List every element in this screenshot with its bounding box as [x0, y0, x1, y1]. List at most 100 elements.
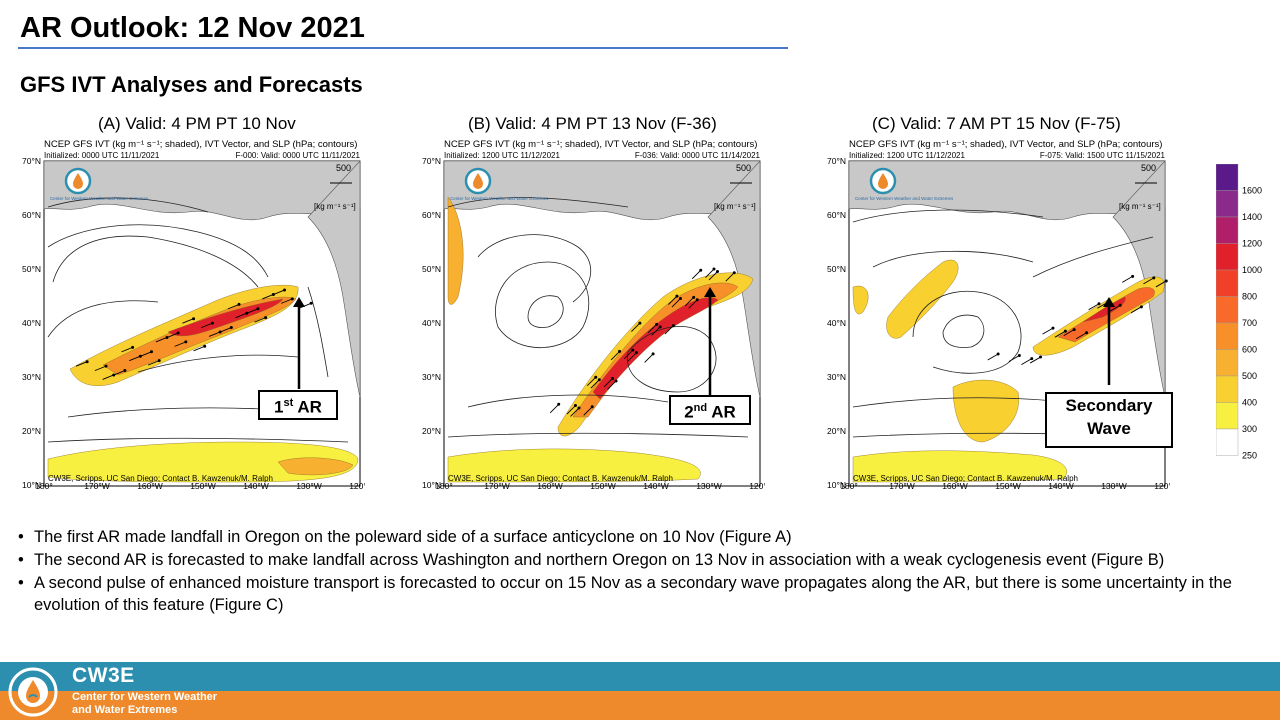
ivt-vector	[1088, 303, 1100, 311]
lon-label: 150°W	[190, 481, 216, 491]
lat-label: 60°N	[827, 210, 846, 220]
lon-label: 130°W	[1101, 481, 1127, 491]
ivt-vector-head	[692, 295, 696, 299]
north-america-landmass	[307, 160, 361, 398]
ivt-vector	[644, 353, 654, 363]
ivt-vector-head	[1164, 279, 1168, 283]
ivt-vector	[631, 322, 641, 332]
summary-bullets: The first AR made landfall in Oregon on …	[18, 526, 1268, 617]
lat-label: 50°N	[22, 264, 41, 274]
map-logo-text: Center for Western Weather and Water Ext…	[855, 196, 954, 201]
ivt-plume	[47, 441, 359, 483]
panel-init-time: Initialized: 1200 UTC 11/12/2021	[444, 151, 560, 160]
ivt-vector	[590, 379, 600, 389]
bullet-item: The second AR is forecasted to make land…	[18, 549, 1268, 571]
slp-contour	[872, 250, 1034, 268]
ivt-vector	[684, 296, 695, 307]
ivt-vector-head	[210, 321, 214, 325]
ivt-vector-head	[131, 345, 135, 349]
ivt-vector-head	[1085, 331, 1089, 335]
slp-contour	[137, 354, 299, 373]
slp-contour	[1032, 236, 1154, 278]
lat-label: 70°N	[422, 156, 441, 166]
ivt-plume	[277, 457, 354, 476]
ivt-vector	[1063, 329, 1075, 337]
ivt-vector	[691, 269, 702, 280]
ivt-vector	[1143, 277, 1155, 285]
ivt-vector-head	[618, 349, 622, 353]
ivt-vector-head	[309, 301, 313, 305]
ivt-vector	[1109, 304, 1121, 312]
colorbar-swatch	[1215, 216, 1239, 244]
lon-label: 130°W	[296, 481, 322, 491]
north-america-landmass	[707, 160, 761, 398]
ivt-vector	[610, 351, 620, 361]
ivt-vector	[1155, 280, 1167, 288]
ivt-vector-head	[1131, 274, 1135, 278]
ivt-vector	[193, 345, 205, 352]
colorbar-label: 700	[1242, 318, 1257, 328]
lon-label: 160°W	[137, 481, 163, 491]
ivt-vector-head	[245, 311, 249, 315]
slp-contour	[626, 325, 717, 393]
ivt-plume	[592, 297, 719, 400]
ivt-vector	[1122, 275, 1133, 283]
ivt-vector	[299, 302, 312, 309]
ivt-vector-head	[577, 406, 581, 410]
colorbar-label: 1400	[1242, 212, 1262, 222]
slp-contour	[52, 235, 259, 288]
ivt-vector-head	[638, 321, 642, 325]
slp-contour	[942, 314, 985, 348]
ivt-vector-head	[671, 324, 675, 328]
ivt-vector-head	[149, 350, 153, 354]
ivt-vector-head	[123, 369, 127, 373]
lat-label: 30°N	[827, 372, 846, 382]
panel-valid-time: F-036: Valid: 0000 UTC 11/14/2021	[635, 151, 761, 160]
footer-banner: CW3E Center for Western Weather and Wate…	[0, 662, 1280, 720]
bullet-item: A second pulse of enhanced moisture tran…	[18, 572, 1268, 616]
colorbar-label: 600	[1242, 345, 1257, 355]
colorbar-swatch	[1215, 375, 1239, 403]
panel-product-line: NCEP GFS IVT (kg m⁻¹ s⁻¹; shaded), IVT V…	[44, 139, 357, 150]
ivt-vector	[102, 374, 114, 380]
ivt-vector	[627, 352, 637, 362]
ivt-vector-head	[104, 364, 108, 368]
ivt-vector-head	[1072, 328, 1076, 332]
ivt-plume	[447, 448, 701, 483]
ivt-vector	[262, 294, 274, 300]
ivt-vector-head	[184, 340, 188, 344]
lon-label: 170°W	[889, 481, 915, 491]
ivt-vector	[603, 378, 613, 388]
colorbar-label: 500	[1242, 371, 1257, 381]
ivt-vector	[688, 299, 698, 309]
ivt-vector-head	[192, 317, 196, 321]
lat-label: 10°N	[22, 480, 41, 490]
ivt-vector	[280, 298, 293, 304]
slp-contour	[912, 290, 1022, 374]
ivt-vector	[1130, 306, 1142, 314]
colorbar-swatch	[1215, 428, 1239, 456]
colorbar-swatch	[1215, 190, 1239, 218]
ivt-plume	[447, 196, 464, 305]
ivt-vector	[570, 407, 580, 417]
ivt-vector	[647, 324, 657, 334]
ivt-vector	[1042, 327, 1054, 335]
panel-init-time: Initialized: 1200 UTC 11/12/2021	[849, 151, 965, 160]
ivt-vector-head	[112, 373, 116, 377]
colorbar-swatch	[1215, 163, 1239, 191]
ref-vector-value: 500	[1141, 163, 1156, 173]
ivt-vector-head	[218, 330, 222, 334]
ivt-vector-head	[1063, 329, 1067, 333]
slp-contour	[47, 224, 269, 278]
ivt-vector-head	[712, 267, 716, 271]
ivt-vector	[182, 318, 194, 324]
colorbar-swatch	[1215, 296, 1239, 324]
map-credit: CW3E, Scripps, UC San Diego; Contact B. …	[48, 474, 273, 483]
ivt-vector	[671, 298, 681, 308]
ivt-vector	[113, 370, 126, 376]
ivt-vector-head	[229, 326, 233, 330]
lat-label: 40°N	[422, 318, 441, 328]
callout-pointer-head	[1103, 297, 1115, 307]
ivt-vector-head	[675, 294, 679, 298]
ivt-vector	[705, 268, 715, 278]
